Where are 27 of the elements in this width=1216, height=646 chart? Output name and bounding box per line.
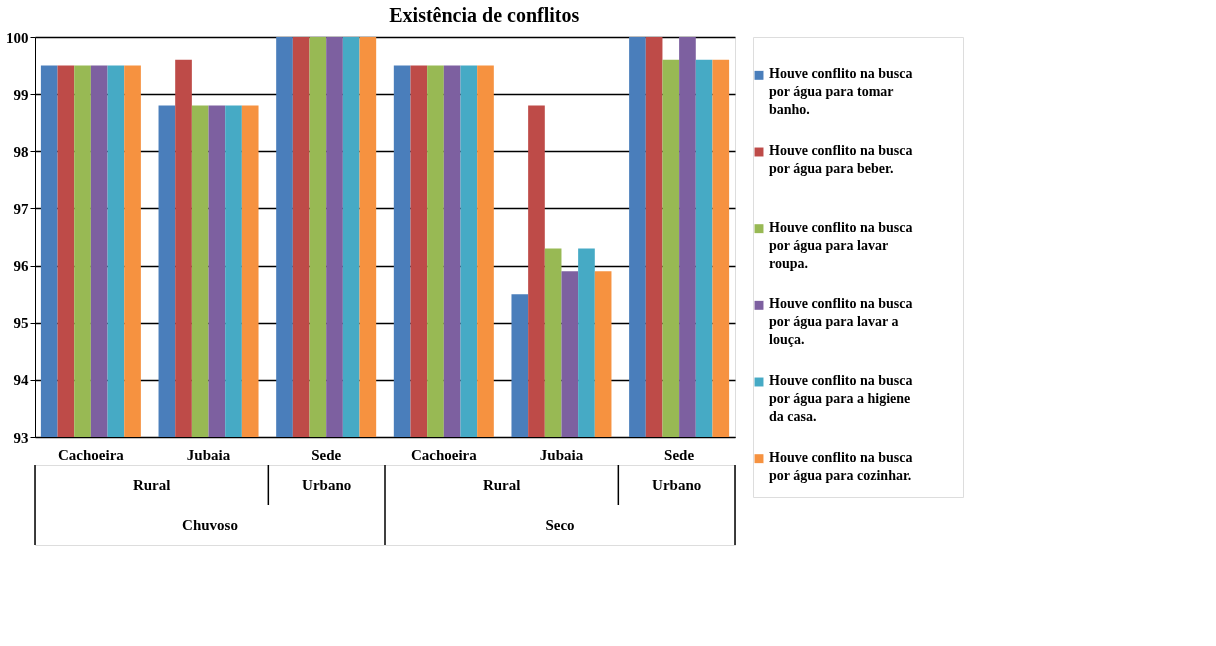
text: Rural — [132, 477, 171, 493]
x-tick-label: Cachoeira — [57, 446, 125, 463]
legend-label: Houve conflito na busca por água para beber. — [769, 143, 913, 176]
text: Seco — [545, 517, 575, 533]
y-tick-label: 97 — [13, 200, 29, 217]
y-tick-label: 93 — [13, 429, 29, 446]
y-tick-label: 95 — [13, 315, 29, 332]
x-tick-label: Jubaia — [186, 446, 231, 463]
x-tick-label: Sede — [664, 446, 695, 463]
chart-title: Existência de conflitos — [389, 3, 580, 26]
legend-label: Houve conflito na busca por água para lavar a louça. — [769, 296, 913, 348]
y-tick-label: 96 — [13, 258, 29, 275]
legend-label: Houve conflito na busca por água para lavar roupa. — [769, 219, 913, 271]
legend-label: Houve conflito na busca por água para tomar banho. — [769, 66, 913, 118]
x-tick-label: Jubaia — [539, 446, 584, 463]
legend-label: Houve conflito na busca por água para a higiene da casa. — [769, 373, 913, 424]
y-tick-label: 99 — [13, 86, 29, 103]
text: Urbano — [302, 477, 352, 493]
x-tick-label: Sede — [311, 446, 342, 463]
text: Urbano — [652, 477, 702, 493]
text: Chuvoso — [182, 517, 238, 533]
x-tick-label: Cachoeira — [410, 446, 478, 463]
y-tick-label: 98 — [13, 143, 29, 160]
y-tick-label: 100 — [6, 29, 29, 46]
legend-label: Houve conflito na busca por água para cozinhar. — [769, 449, 913, 483]
y-tick-label: 94 — [13, 372, 29, 389]
text: Rural — [482, 477, 521, 493]
